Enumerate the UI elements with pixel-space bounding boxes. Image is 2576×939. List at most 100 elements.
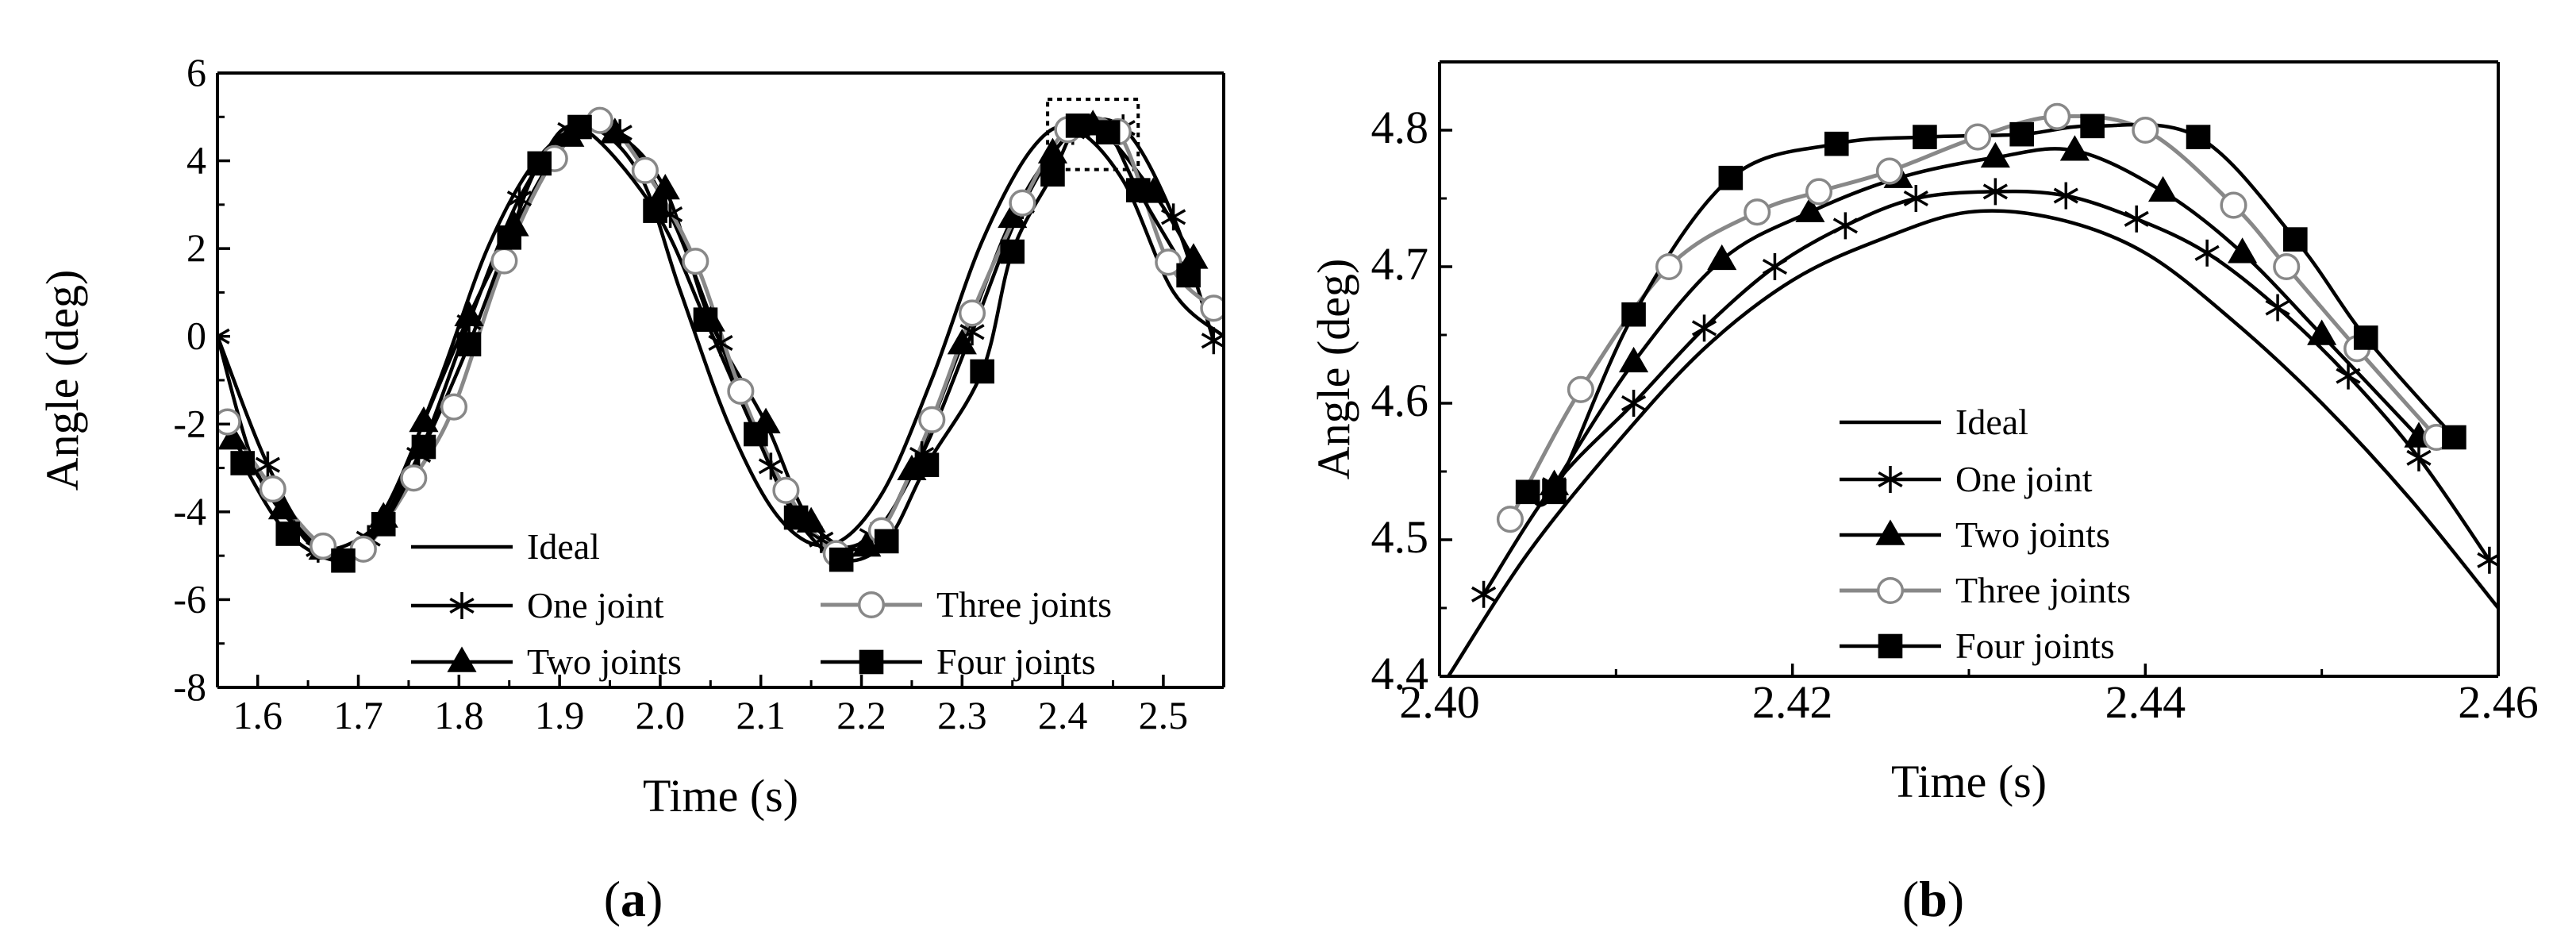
x-axis-title: Time (s) [643,770,798,822]
data-point [727,377,755,405]
data-point [1618,346,1649,373]
data-point [2353,325,2378,350]
data-point [947,329,977,355]
series-line-0 [1447,209,2498,676]
data-point [1200,294,1224,322]
data-point [914,452,940,478]
y-axis-title: Angle (deg) [1308,259,1359,480]
data-point [2059,135,2090,161]
legend-entry: Two joints [1840,514,2110,555]
legend-label: Ideal [527,526,600,567]
data-point [1201,327,1224,355]
y-tick-label: -6 [173,576,206,621]
data-point [744,421,768,447]
legend-entry: Three joints [821,584,1112,625]
data-point [490,247,518,275]
data-point [708,329,733,357]
legend-swatch-marker [859,649,884,675]
legend-entry: Four joints [821,641,1096,682]
y-tick-label: 6 [186,50,206,94]
data-point [411,434,436,460]
data-point [2265,294,2290,321]
data-point [1824,131,1849,156]
data-point [497,225,522,250]
y-tick-label: 4.5 [1371,511,1429,563]
legend-entry: Ideal [411,526,600,567]
legend-label: Four joints [1955,625,2115,666]
legend-swatch-marker [1878,633,1903,659]
data-point [1095,120,1121,144]
y-axis-title: Angle (deg) [37,270,88,491]
panel-label: (b) [1902,871,1964,927]
legend-label: Two joints [527,641,682,682]
data-point [758,452,783,480]
data-point [998,202,1028,229]
data-point [1567,375,1594,403]
legend-label: Three joints [936,584,1112,625]
data-point [783,505,809,530]
y-tick-label: 4.7 [1371,238,1429,290]
x-tick-label: 2.4 [1038,693,1088,737]
data-point [1155,248,1182,276]
x-tick-label: 2.5 [1139,693,1189,737]
data-point [1718,165,1744,190]
x-tick-label: 2.46 [2458,676,2539,728]
x-tick-label: 1.6 [233,693,283,737]
data-point [259,475,286,503]
data-point [829,547,854,572]
data-point [2220,191,2247,219]
y-tick-label: 2 [186,225,206,270]
legend-entry: Ideal [1840,402,2028,442]
data-point [1621,390,1647,417]
data-point [1009,189,1036,217]
legend-entry: Three joints [1840,570,2131,610]
data-point [1161,203,1186,231]
legend-swatch-marker [857,591,886,619]
x-tick-label: 2.2 [836,693,886,737]
data-point [255,451,280,479]
data-point [1496,506,1524,533]
data-point [2043,102,2071,130]
data-point [409,406,439,433]
x-axis-title: Time (s) [1891,756,2047,807]
x-tick-label: 2.3 [937,693,987,737]
data-point [1913,125,1937,149]
data-point [2132,116,2159,144]
y-tick-label: -4 [173,489,206,533]
data-point [1178,243,1209,269]
x-tick-label: 2.0 [636,693,686,737]
x-tick-label: 2.42 [1752,676,1833,728]
legend-label: Three joints [1955,570,2131,610]
data-point [217,322,230,350]
data-point [1707,244,1737,271]
data-point [2080,114,2105,139]
legend-swatch-marker [447,646,477,672]
data-point [682,248,709,275]
data-point [1805,178,1833,206]
x-tick-label: 1.9 [535,693,585,737]
data-point [2124,205,2149,233]
data-point [2053,182,2078,210]
data-point [2009,121,2034,147]
data-point [1982,178,2008,206]
data-point [440,393,468,421]
data-point [600,117,630,144]
data-point [567,114,592,140]
legend-label: One joint [1955,459,2093,499]
y-tick-label: -2 [173,401,206,445]
legend-entry: Four joints [1840,625,2115,666]
data-point [454,300,484,326]
data-point [772,476,800,504]
data-point [1000,239,1025,264]
data-point [2406,444,2432,471]
data-point [1744,198,1771,226]
x-tick-label: 2.44 [2105,676,2186,728]
data-point [1903,185,1928,212]
legend-entry: One joint [1840,459,2093,499]
data-point [1980,141,2010,168]
data-point [371,512,396,537]
x-tick-label: 2.1 [736,693,786,737]
legend-swatch-marker [1875,519,1905,545]
data-point [267,493,298,520]
